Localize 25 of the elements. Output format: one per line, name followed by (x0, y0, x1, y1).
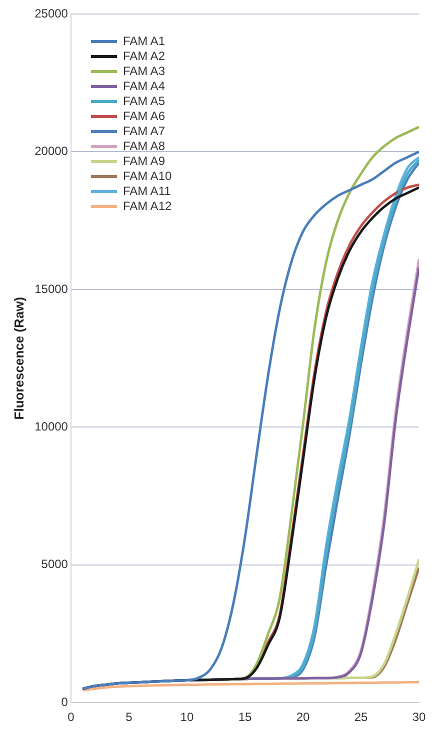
legend-label: FAM A2 (122, 49, 165, 64)
x-tick-label: 20 (296, 710, 310, 724)
legend-label: FAM A6 (122, 109, 165, 124)
y-tick-label: 0 (61, 694, 68, 709)
x-tick-label: 5 (126, 710, 133, 724)
legend-label: FAM A4 (122, 79, 165, 94)
y-tick-label: 5000 (41, 557, 68, 572)
y-tick-label: 20000 (34, 144, 68, 158)
legend-label: FAM A5 (122, 94, 165, 109)
legend-label: FAM A7 (122, 124, 165, 139)
y-tick-label: 10000 (34, 419, 68, 434)
y-tick-label: 25000 (34, 6, 68, 20)
legend-label: FAM A11 (122, 184, 171, 199)
x-tick-label: 25 (354, 710, 368, 724)
x-tick-label: 30 (412, 710, 426, 724)
legend-label: FAM A8 (122, 139, 165, 154)
legend-label: FAM A12 (122, 199, 172, 214)
legend-label: FAM A9 (122, 154, 165, 169)
legend-label: FAM A1 (122, 34, 165, 49)
x-tick-label: 15 (238, 710, 252, 724)
x-tick-label: 10 (180, 710, 194, 724)
legend-label: FAM A3 (122, 64, 165, 79)
y-tick-label: 15000 (34, 282, 68, 296)
legend-label: FAM A10 (122, 169, 172, 184)
y-axis-title: Fluorescence (Raw) (11, 296, 26, 420)
